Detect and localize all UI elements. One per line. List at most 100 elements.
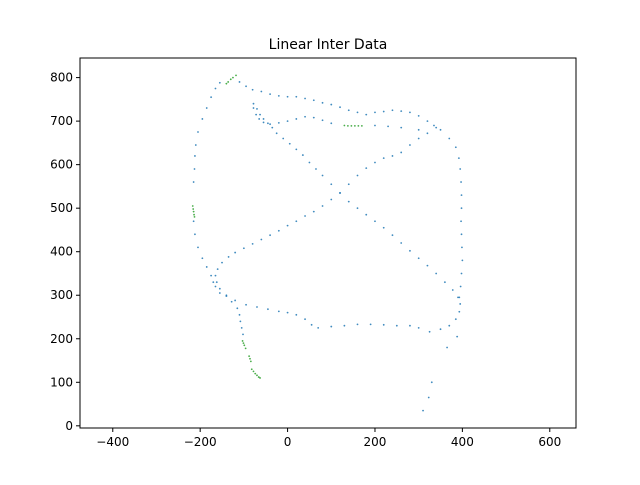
x-tick-label: −400 [96, 435, 129, 449]
series-1-point [295, 148, 298, 151]
series-2-point [250, 368, 253, 371]
series-1-point [238, 313, 241, 316]
series-2-point [254, 372, 257, 375]
series-1-point [435, 126, 438, 129]
series-2-point [243, 344, 246, 347]
series-2-point [252, 370, 255, 373]
series-1-point [439, 128, 442, 131]
series-1-point [214, 285, 217, 288]
series-2-point [241, 340, 244, 342]
series-1-point [205, 107, 208, 109]
series-1-point [194, 144, 197, 146]
series-1-point [282, 137, 285, 140]
series-1-point [382, 323, 385, 326]
series-1-point [239, 320, 242, 323]
series-1-point [277, 229, 280, 232]
series-1-point [286, 120, 289, 123]
series-1-point [417, 128, 420, 131]
series-1-point [245, 303, 247, 306]
series-1-point [460, 181, 462, 183]
series-2-point [259, 377, 261, 379]
series-1-point [347, 183, 350, 186]
series-2-point [343, 124, 346, 127]
series-1-point [428, 330, 431, 333]
series-1-point [458, 310, 461, 313]
x-axis: −400 −200 0 200 400 600 [96, 428, 561, 449]
y-tick-label: 0 [65, 419, 73, 433]
series-1-point [330, 183, 333, 186]
series-1-point [286, 224, 289, 227]
series-1-point [267, 122, 269, 125]
series-1-point [210, 96, 213, 99]
series-1-point [457, 296, 459, 299]
series-1-point [365, 213, 368, 216]
series-1-point [277, 121, 280, 124]
series-1-point [382, 157, 385, 160]
series-2-point [353, 125, 356, 127]
series-1-point [409, 324, 411, 327]
series-1-point [321, 101, 324, 104]
series-1-point [317, 326, 320, 329]
series-1-point [277, 310, 280, 313]
series-1-point [304, 318, 306, 321]
series-1-point [267, 308, 269, 311]
series-2-point [256, 374, 258, 377]
series-1-point [194, 233, 196, 236]
series-1-point [457, 157, 460, 160]
points-layer [191, 74, 464, 412]
series-1-point [234, 251, 237, 254]
series-1-point [216, 268, 219, 271]
series-1-point [201, 118, 204, 120]
series-2-point [346, 125, 349, 127]
series-1-point [262, 121, 265, 124]
y-tick-label: 800 [50, 71, 73, 85]
series-2-point [191, 205, 194, 207]
series-1-point [409, 249, 411, 252]
series-1-point [459, 303, 462, 305]
series-1-point [382, 110, 385, 113]
series-1-point [426, 132, 429, 135]
series-1-point [448, 324, 451, 327]
series-1-point [391, 109, 394, 112]
series-1-point [269, 93, 271, 96]
series-1-point [214, 87, 217, 90]
series-1-point [400, 242, 403, 244]
plot-area-frame [79, 57, 577, 429]
series-1-point [304, 115, 306, 118]
series-1-point [258, 118, 261, 120]
series-1-point [210, 274, 213, 277]
series-1-point [409, 111, 411, 114]
series-1-point [400, 126, 403, 129]
series-1-point [192, 220, 195, 223]
series-1-point [454, 146, 457, 149]
series-1-point [374, 161, 376, 164]
series-1-point [451, 289, 454, 291]
series-1-point [356, 174, 359, 177]
series-2-point [225, 82, 228, 85]
series-1-point [374, 111, 376, 114]
series-1-point [221, 261, 223, 264]
series-1-point [435, 272, 438, 275]
series-2-point [192, 208, 195, 210]
x-tick-label: 600 [538, 435, 561, 449]
series-1-point [459, 168, 462, 170]
series-1-point [227, 256, 230, 258]
series-1-point [301, 154, 304, 156]
series-1-point [343, 324, 346, 327]
series-1-point [312, 116, 315, 119]
series-1-point [295, 118, 298, 120]
series-1-point [395, 324, 398, 327]
series-1-point [321, 174, 324, 177]
series-1-point [295, 313, 298, 316]
x-tick-label: 200 [364, 435, 387, 449]
series-1-point [426, 120, 429, 123]
series-2-point [249, 357, 251, 360]
series-1-point [242, 333, 244, 336]
series-1-point [461, 259, 464, 262]
series-2-point [248, 355, 251, 358]
series-2-point [193, 215, 196, 218]
series-1-point [194, 155, 196, 157]
series-1-point [201, 257, 204, 260]
series-2-point [235, 74, 237, 77]
